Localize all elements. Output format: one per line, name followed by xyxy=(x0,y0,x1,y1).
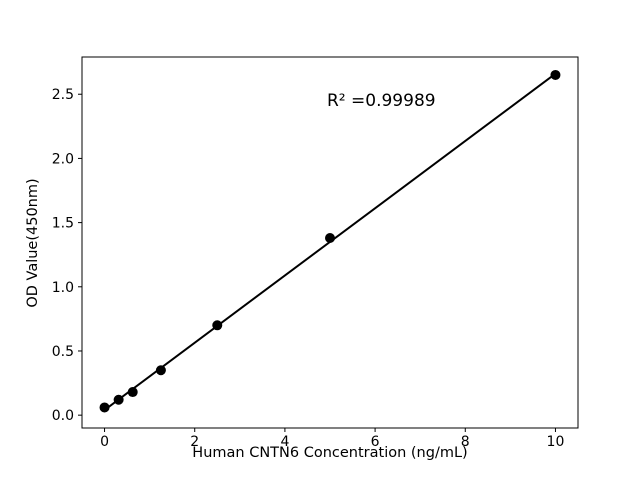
x-axis-tick-label: 8 xyxy=(461,434,470,450)
x-axis-tick-label: 6 xyxy=(371,434,380,450)
data-point xyxy=(550,69,561,80)
plot-area xyxy=(81,56,579,429)
data-point xyxy=(212,320,223,331)
y-axis-tick-label: 0.5 xyxy=(52,344,74,360)
y-axis-tick-label: 1.5 xyxy=(52,216,74,232)
x-axis-tick-label: 2 xyxy=(190,434,199,450)
plot-layer: 0 2 4 6 8 10 0.0 0.5 1.0 1.5 2.0 2.5 xyxy=(52,69,565,450)
x-axis-label: Human CNTN6 Concentration (ng/mL) xyxy=(192,445,467,461)
data-point xyxy=(127,387,138,398)
y-axis-tick-label: 2.5 xyxy=(52,87,74,103)
x-axis-tick-label: 10 xyxy=(547,434,565,450)
y-axis-tick-label: 2.0 xyxy=(52,151,74,167)
r-squared-annotation: R² =0.99989 xyxy=(327,91,436,111)
y-axis-tick-label: 0.0 xyxy=(52,408,74,424)
x-axis-tick-label: 4 xyxy=(280,434,289,450)
data-point xyxy=(99,402,110,413)
data-point xyxy=(325,233,335,244)
data-point xyxy=(155,365,166,376)
y-axis-tick-label: 1.0 xyxy=(52,280,74,296)
data-point xyxy=(113,394,124,405)
x-axis-tick-label: 0 xyxy=(100,434,109,450)
y-axis-label: OD Value(450nm) xyxy=(25,178,41,307)
